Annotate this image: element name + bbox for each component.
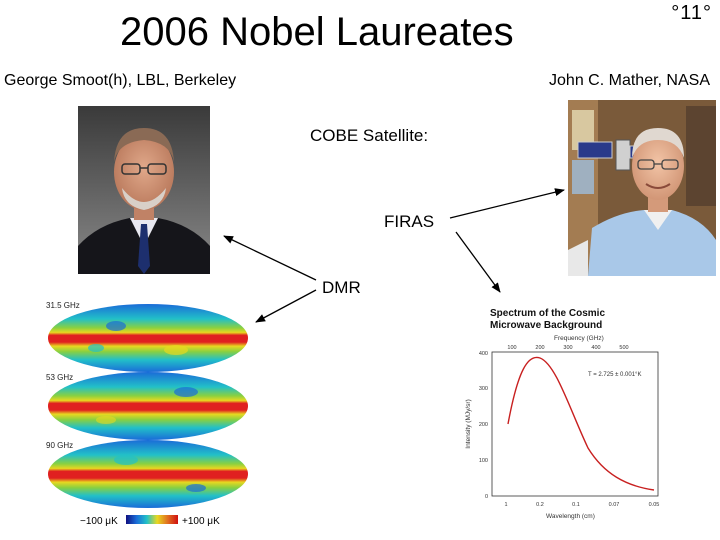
spectrum-title-line2: Microwave Background	[490, 320, 602, 331]
scale-max-label: +100 μK	[182, 516, 220, 527]
y-tick: 400	[479, 351, 488, 357]
y-tick: 0	[485, 494, 488, 500]
arrow-dmr-to-smoot	[223, 235, 317, 281]
color-scale-bar	[126, 515, 178, 524]
slide-title: 2006 Nobel Laureates	[120, 10, 514, 54]
sky-map-53ghz	[48, 372, 248, 440]
arrow-firas-to-spectrum	[455, 231, 501, 293]
arrow-firas-to-mather	[449, 188, 565, 219]
top-tick: 500	[619, 345, 628, 351]
top-tick: 300	[563, 345, 572, 351]
y-ticks: 0 100 200 300 400	[479, 351, 488, 500]
slide-number: °11°	[671, 2, 712, 24]
dmr-sky-maps: 31.5 GHz 53 GHz 90 GHz −100 μK +100 μK	[46, 301, 248, 527]
x-tick: 0.1	[572, 502, 580, 508]
y-axis-label: Intensity (MJy/sr)	[465, 399, 472, 448]
firas-label: FIRAS	[384, 212, 435, 231]
cmb-spectrum-chart: Spectrum of the Cosmic Microwave Backgro…	[465, 308, 659, 520]
mather-caption: John C. Mather, NASA	[549, 72, 710, 89]
x-tick: 1	[504, 502, 507, 508]
y-tick: 200	[479, 422, 488, 428]
cobe-label: COBE Satellite:	[310, 126, 429, 145]
top-tick: 400	[591, 345, 600, 351]
temperature-annotation: T = 2.725 ± 0.001°K	[588, 372, 641, 378]
x-tick: 0.2	[536, 502, 544, 508]
y-tick: 100	[479, 458, 488, 464]
x-axis-label: Wavelength (cm)	[546, 513, 595, 520]
arrow-dmr-to-maps	[255, 289, 317, 323]
dmr-label: DMR	[322, 278, 361, 297]
top-tick: 200	[535, 345, 544, 351]
scale-min-label: −100 μK	[80, 516, 118, 527]
top-tick: 100	[507, 345, 516, 351]
top-ticks: 100 200 300 400 500	[507, 345, 628, 351]
smoot-caption: George Smoot(h), LBL, Berkeley	[4, 72, 237, 89]
freq-label-53: 53 GHz	[46, 373, 73, 382]
x-tick: 0.05	[649, 502, 660, 508]
freq-label-90: 90 GHz	[46, 441, 73, 450]
x-tick: 0.07	[609, 502, 620, 508]
mather-photo	[568, 100, 716, 276]
x-ticks: 1 0.2 0.1 0.07 0.05	[504, 502, 659, 508]
y-tick: 300	[479, 386, 488, 392]
sky-map-90ghz	[48, 440, 248, 508]
freq-label-31: 31.5 GHz	[46, 301, 80, 310]
smoot-photo	[78, 106, 210, 274]
sky-map-31ghz	[48, 304, 248, 372]
top-axis-label: Frequency (GHz)	[554, 335, 604, 342]
spectrum-curve	[507, 356, 655, 491]
spectrum-title-line1: Spectrum of the Cosmic	[490, 308, 605, 319]
